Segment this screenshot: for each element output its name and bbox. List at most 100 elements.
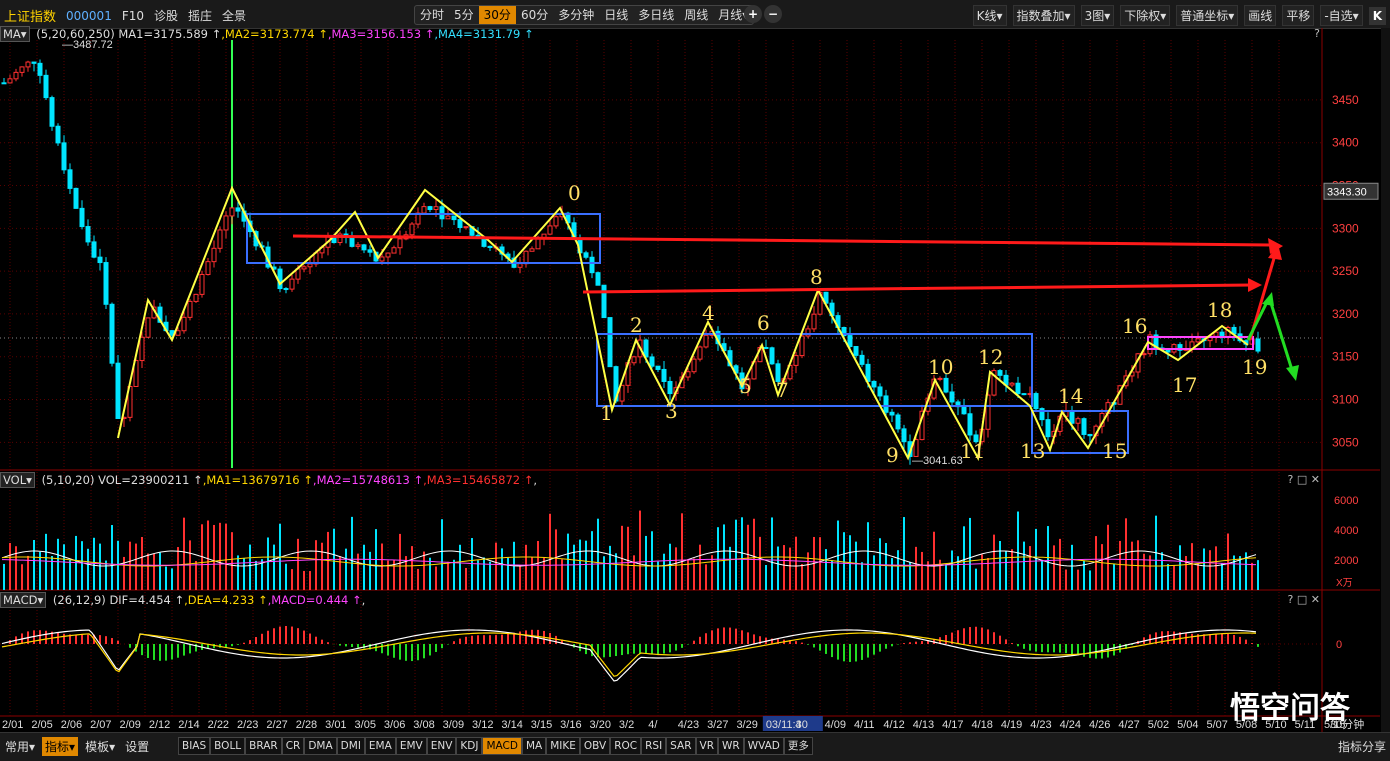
tab-mike[interactable]: MIKE: [546, 737, 580, 755]
macd-params: (26,12,9): [52, 593, 106, 607]
date-tick-label: 03/11:30: [766, 719, 808, 731]
index-overlay-menu[interactable]: 指数叠加▾: [1012, 5, 1075, 26]
vol-params: (5,10,20): [41, 473, 95, 487]
tab-roc[interactable]: ROC: [610, 737, 642, 755]
tab-rsi[interactable]: RSI: [641, 737, 667, 755]
candle-body: [985, 394, 991, 430]
tab-dma[interactable]: DMA: [304, 737, 337, 755]
current-price-box: [1323, 182, 1379, 200]
pan-button[interactable]: 平移: [1282, 5, 1315, 26]
tab-wvad[interactable]: WVAD: [743, 737, 784, 755]
wave-label-14: 14: [1058, 384, 1083, 408]
macd-value: ,MACD=0.444 ↑: [267, 593, 362, 607]
price-tick-label: 3200: [1332, 307, 1359, 321]
candle-body: [553, 216, 559, 227]
indicator-share-button[interactable]: 指标分享: [1337, 740, 1386, 754]
date-tick-label: 4/: [648, 719, 658, 731]
coordinate-menu[interactable]: 普通坐标▾: [1176, 5, 1239, 26]
period-5min[interactable]: 5分: [454, 8, 474, 22]
tab-more[interactable]: 更多: [783, 737, 813, 755]
f10-button[interactable]: F10: [121, 8, 144, 23]
green-down-arrow-line: [1268, 299, 1294, 371]
candle-body: [175, 330, 181, 336]
candle-body: [769, 347, 775, 365]
candle-body: [199, 273, 205, 295]
panorama-button[interactable]: 全景: [222, 9, 247, 23]
candle-body: [619, 384, 625, 402]
wave-label-7: 7: [776, 378, 789, 402]
period-multi-day[interactable]: 多日线: [638, 8, 675, 22]
candle-body: [1219, 331, 1225, 337]
draw-line-button[interactable]: 画线: [1244, 5, 1277, 26]
candle-body: [703, 334, 709, 348]
low-price-label: —3041.63: [912, 455, 963, 467]
candle-body: [283, 288, 289, 291]
macd-pane-header: MACD▾ (26,12,9) DIF=4.454 ↑,DEA=4.233 ↑,…: [0, 592, 365, 608]
date-tick-label: 3/16: [560, 719, 581, 731]
price-tick-label: 3250: [1332, 264, 1359, 278]
period-tick[interactable]: 分时: [420, 8, 445, 22]
price-help-icon[interactable]: ?: [1314, 27, 1320, 40]
candle-body: [871, 380, 877, 388]
red-arrowhead-upper: [1268, 238, 1283, 254]
date-cursor-box: [762, 716, 823, 731]
macd-indicator-dropdown[interactable]: MACD▾: [0, 592, 47, 608]
wave-label-0: 0: [568, 181, 581, 205]
period-day[interactable]: 日线: [604, 8, 629, 22]
tab-bias[interactable]: BIAS: [178, 737, 211, 755]
ma-indicator-dropdown[interactable]: MA▾: [0, 26, 30, 42]
candle-body: [667, 380, 673, 395]
settings-button[interactable]: 设置: [125, 740, 150, 754]
tab-macd[interactable]: MACD: [482, 737, 522, 755]
period-60min[interactable]: 60分: [520, 8, 549, 22]
k-icon[interactable]: K: [1368, 6, 1386, 25]
candle-body: [103, 262, 109, 305]
tab-ma[interactable]: MA: [521, 737, 547, 755]
candle-body: [1075, 418, 1081, 424]
kline-menu[interactable]: K线▾: [972, 5, 1007, 26]
ex-rights-menu[interactable]: 下除权▾: [1120, 5, 1171, 26]
zoom-in-button[interactable]: +: [744, 5, 762, 23]
vol-ma2: ,MA2=15748613 ↑: [312, 473, 424, 487]
indicator-menu[interactable]: 指标▾: [42, 737, 79, 756]
period-30min[interactable]: 30分: [478, 6, 516, 24]
tab-obv[interactable]: OBV: [579, 737, 611, 755]
candle-body: [949, 391, 955, 403]
date-tick-label: 2/28: [296, 719, 317, 731]
vol-tail: ,: [533, 473, 538, 487]
volume-tick-label: 6000: [1334, 495, 1358, 507]
watchlist-menu[interactable]: -自选▾: [1320, 5, 1363, 26]
tab-wr[interactable]: WR: [718, 737, 744, 755]
date-tick-label: 2/23: [237, 719, 258, 731]
tab-env[interactable]: ENV: [426, 737, 457, 755]
period-multi-min[interactable]: 多分钟: [558, 8, 595, 22]
tab-emv[interactable]: EMV: [395, 737, 427, 755]
candle-body: [205, 261, 211, 275]
candle-body: [487, 245, 493, 248]
macd-pane-controls[interactable]: ? □ ✕: [1287, 593, 1320, 606]
tab-brar[interactable]: BRAR: [245, 737, 282, 755]
template-menu[interactable]: 模板▾: [85, 740, 116, 754]
tab-vr[interactable]: VR: [695, 737, 718, 755]
tab-dmi[interactable]: DMI: [336, 737, 365, 755]
macd-zero-label: 0: [1336, 639, 1342, 651]
diagnose-button[interactable]: 诊股: [154, 9, 179, 23]
period-week[interactable]: 周线: [684, 8, 709, 22]
vol-pane-controls[interactable]: ? □ ✕: [1287, 473, 1320, 486]
three-chart-menu[interactable]: 3图▾: [1080, 5, 1115, 26]
candle-body: [853, 346, 859, 356]
tab-sar[interactable]: SAR: [666, 737, 696, 755]
shake-button[interactable]: 摇庄: [188, 9, 213, 23]
tab-boll[interactable]: BOLL: [210, 737, 246, 755]
tab-cr[interactable]: CR: [281, 737, 305, 755]
period-month[interactable]: 月线▾: [718, 8, 749, 22]
common-menu[interactable]: 常用▾: [5, 740, 36, 754]
candle-body: [289, 278, 295, 290]
vol-indicator-dropdown[interactable]: VOL▾: [0, 472, 35, 488]
tab-ema[interactable]: EMA: [364, 737, 396, 755]
candle-body: [139, 336, 145, 362]
zoom-out-button[interactable]: −: [764, 5, 782, 23]
candle-body: [811, 313, 817, 330]
tab-kdj[interactable]: KDJ: [456, 737, 483, 755]
